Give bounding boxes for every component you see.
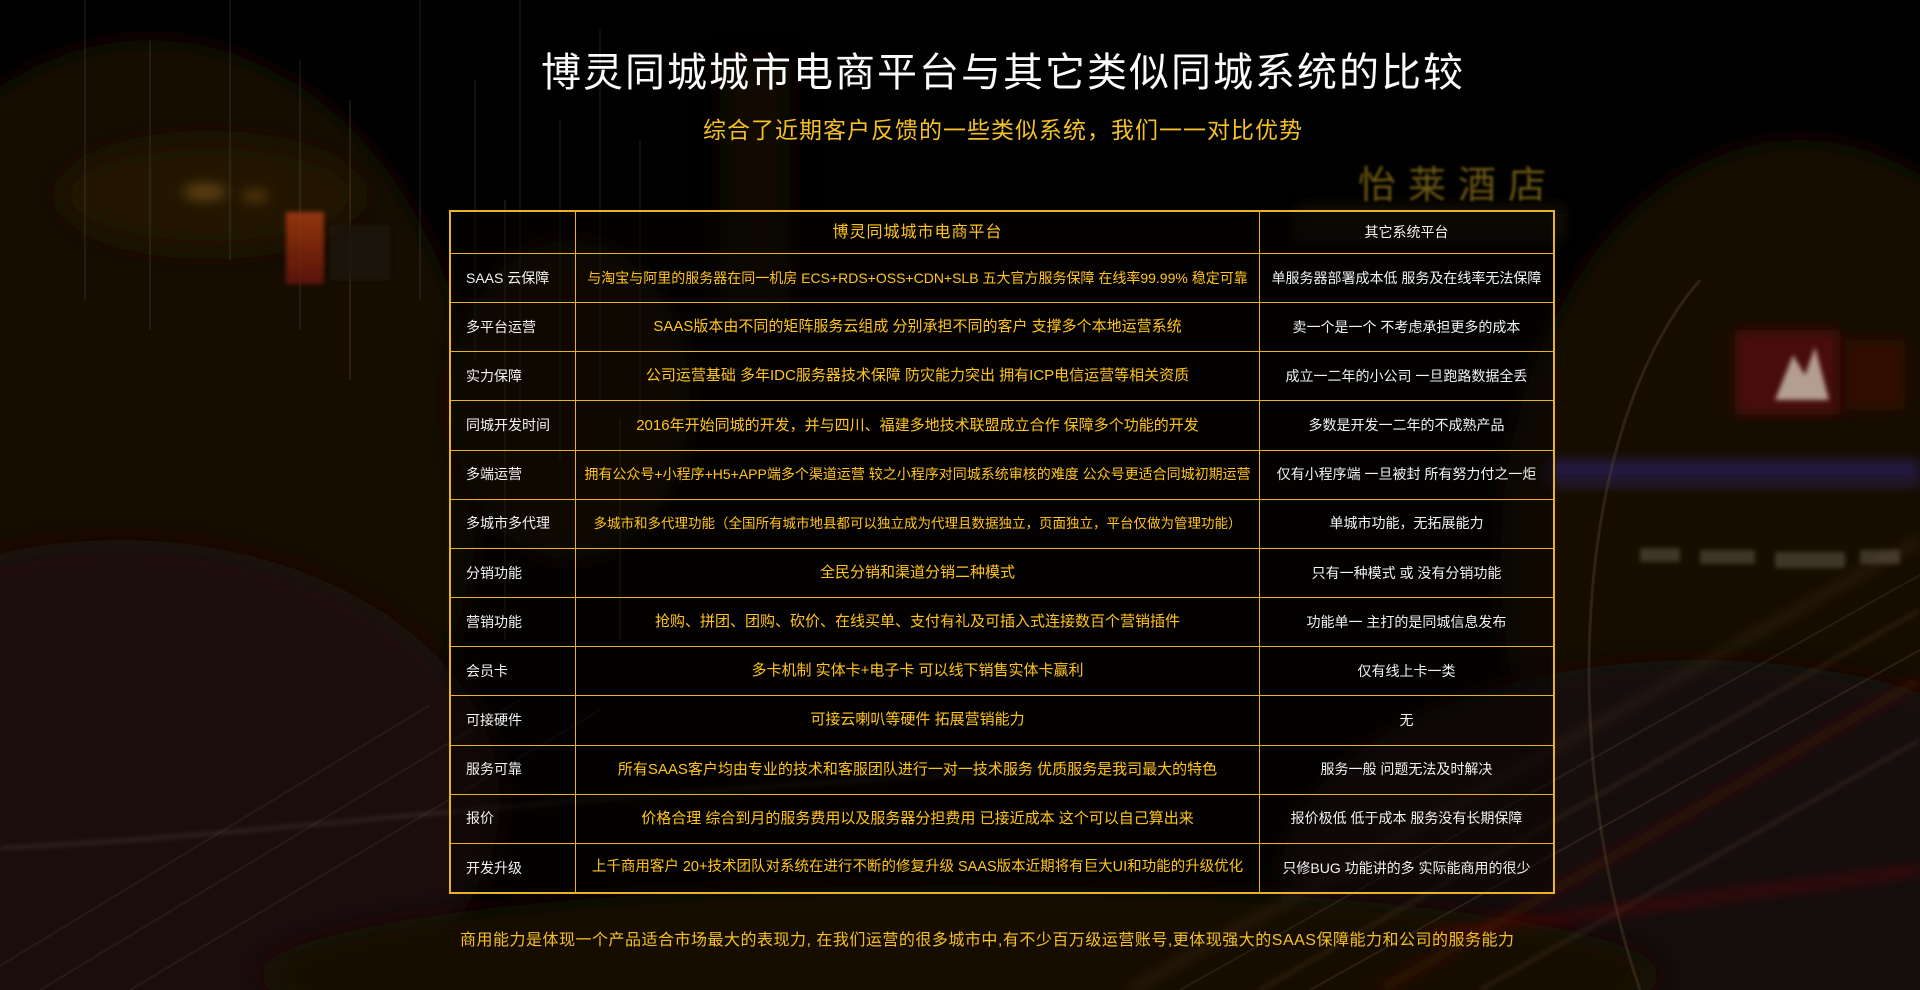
row-ours-cell: 与淘宝与阿里的服务器在同一机房 ECS+RDS+OSS+CDN+SLB 五大官方… [575, 254, 1260, 303]
page-title: 博灵同城城市电商平台与其它类似同城系统的比较 [541, 51, 1465, 95]
row-others-cell: 单城市功能，无拓展能力 [1329, 515, 1484, 532]
table-row: 多城市多代理 多城市和多代理功能（全国所有城市地县都可以独立成为代理且数据独立，… [451, 498, 1553, 548]
row-feature-label: 实力保障 [466, 367, 522, 384]
row-others-cell: 仅有线上卡一类 [1357, 662, 1456, 679]
hotel-sign-text: 怡莱酒店 [1358, 165, 1558, 207]
row-feature-label: 开发升级 [466, 859, 522, 876]
table-row: 营销功能 抢购、拼团、团购、砍价、在线买单、支付有礼及可插入式连接数百个营销插件… [451, 597, 1553, 647]
row-others-cell: 多数是开发一二年的不成熟产品 [1308, 417, 1505, 434]
row-ours-cell: 2016年开始同城的开发，并与四川、福建多地技术联盟成立合作 保障多个功能的开发 [575, 401, 1260, 450]
table-row: 会员卡 多卡机制 实体卡+电子卡 可以线下销售实体卡赢利 仅有线上卡一类 [451, 646, 1553, 696]
table-row: 同城开发时间 2016年开始同城的开发，并与四川、福建多地技术联盟成立合作 保障… [451, 400, 1553, 450]
row-ours-cell: 多城市和多代理功能（全国所有城市地县都可以独立成为代理且数据独立，页面独立，平台… [575, 499, 1260, 548]
table-row: 实力保障 公司运营基础 多年IDC服务器技术保障 防灾能力突出 拥有ICP电信运… [451, 351, 1553, 401]
row-others-cell: 仅有小程序端 一旦被封 所有努力付之一炬 [1276, 466, 1537, 483]
row-others-cell: 卖一个是一个 不考虑承担更多的成本 [1292, 318, 1521, 335]
row-feature-label: 同城开发时间 [466, 417, 550, 434]
table-row: 多平台运营 SAAS版本由不同的矩阵服务云组成 分别承担不同的客户 支撑多个本地… [451, 302, 1553, 352]
row-others-cell: 单服务器部署成本低 服务及在线率无法保障 [1271, 269, 1542, 286]
row-others-cell: 只修BUG 功能讲的多 实际能商用的很少 [1282, 859, 1531, 876]
red-neon-sign [286, 212, 390, 284]
row-ours-cell: 拥有公众号+小程序+H5+APP端多个渠道运营 较之小程序对同城系统审核的难度 … [575, 450, 1260, 499]
row-feature-label: 服务可靠 [466, 761, 522, 778]
page-subtitle: 综合了近期客户反馈的一些类似系统，我们一一对比优势 [703, 117, 1303, 143]
row-feature-label: 多平台运营 [466, 318, 536, 335]
table-row: 开发升级 上千商用客户 20+技术团队对系统在进行不断的修复升级 SAAS版本近… [451, 842, 1553, 893]
row-feature-label: 分销功能 [466, 564, 522, 581]
row-others-cell: 功能单一 主打的是同城信息发布 [1306, 613, 1507, 630]
row-feature-label: 多城市多代理 [466, 515, 550, 532]
row-ours-cell: 抢购、拼团、团购、砍价、在线买单、支付有礼及可插入式连接数百个营销插件 [575, 598, 1260, 647]
row-ours-cell: 公司运营基础 多年IDC服务器技术保障 防灾能力突出 拥有ICP电信运营等相关资… [575, 352, 1260, 401]
table-row: 分销功能 全民分销和渠道分销二种模式 只有一种模式 或 没有分销功能 [451, 547, 1553, 598]
right-storefronts [1545, 279, 1920, 990]
row-others-cell: 无 [1399, 712, 1414, 729]
footer-note: 商用能力是体现一个产品适合市场最大的表现力, 在我们运营的很多城市中,有不少百万… [460, 932, 1515, 949]
ours-column-header: 博灵同城城市电商平台 [575, 212, 1260, 253]
row-feature-label: 多端运营 [466, 466, 522, 483]
table-row: SAAS 云保障 与淘宝与阿里的服务器在同一机房 ECS+RDS+OSS+CDN… [451, 253, 1553, 303]
row-ours-cell: 所有SAAS客户均由专业的技术和客服团队进行一对一技术服务 优质服务是我司最大的… [575, 745, 1260, 794]
table-body: SAAS 云保障 与淘宝与阿里的服务器在同一机房 ECS+RDS+OSS+CDN… [451, 253, 1553, 893]
row-others-cell: 只有一种模式 或 没有分销功能 [1311, 564, 1502, 581]
row-feature-label: SAAS 云保障 [466, 269, 550, 286]
comparison-table: 博灵同城城市电商平台 其它系统平台 SAAS 云保障 与淘宝与阿里的服务器在同一… [449, 210, 1555, 894]
table-row: 报价 价格合理 综合到月的服务费用以及服务器分担费用 已接近成本 这个可以自己算… [451, 793, 1553, 843]
row-feature-label: 会员卡 [466, 662, 508, 679]
row-ours-cell: 上千商用客户 20+技术团队对系统在进行不断的修复升级 SAAS版本近期将有巨大… [575, 843, 1260, 893]
table-header-row: 博灵同城城市电商平台 其它系统平台 [451, 212, 1553, 253]
table-row: 服务可靠 所有SAAS客户均由专业的技术和客服团队进行一对一技术服务 优质服务是… [451, 744, 1553, 794]
row-ours-cell: 多卡机制 实体卡+电子卡 可以线下销售实体卡赢利 [575, 647, 1260, 696]
row-feature-label: 报价 [466, 810, 494, 827]
row-others-cell: 服务一般 问题无法及时解决 [1320, 761, 1493, 778]
row-ours-cell: 可接云喇叭等硬件 拓展营销能力 [575, 696, 1260, 745]
row-ours-cell: SAAS版本由不同的矩阵服务云组成 分别承担不同的客户 支撑多个本地运营系统 [575, 303, 1260, 352]
table-row: 可接硬件 可接云喇叭等硬件 拓展营销能力 无 [451, 695, 1553, 745]
table-row: 多端运营 拥有公众号+小程序+H5+APP端多个渠道运营 较之小程序对同城系统审… [451, 449, 1553, 499]
row-feature-label: 营销功能 [466, 613, 522, 630]
feature-column-header [451, 212, 575, 253]
row-ours-cell: 全民分销和渠道分销二种模式 [575, 548, 1260, 598]
row-others-cell: 报价极低 低于成本 服务没有长期保障 [1290, 810, 1523, 827]
others-column-header: 其它系统平台 [1364, 224, 1449, 241]
warm-light-dots [183, 183, 269, 203]
row-others-cell: 成立一二年的小公司 一旦跑路数据全丢 [1285, 367, 1528, 384]
row-ours-cell: 价格合理 综合到月的服务费用以及服务器分担费用 已接近成本 这个可以自己算出来 [575, 794, 1260, 843]
row-feature-label: 可接硬件 [466, 712, 522, 729]
